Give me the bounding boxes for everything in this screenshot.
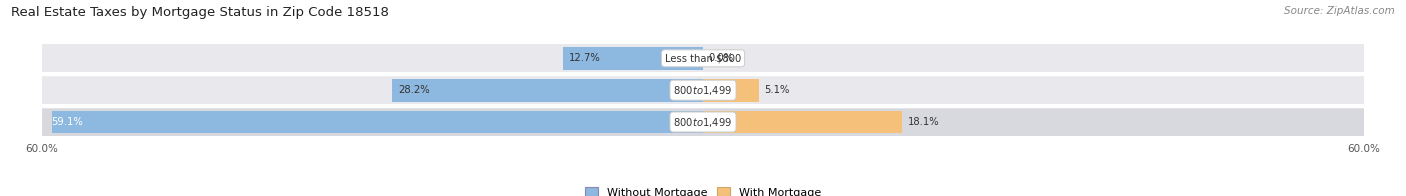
Bar	[42, 108, 1364, 136]
Text: $800 to $1,499: $800 to $1,499	[673, 84, 733, 97]
Text: 0.0%: 0.0%	[709, 53, 734, 63]
Bar	[564, 47, 703, 70]
Text: 28.2%: 28.2%	[398, 85, 430, 95]
Legend: Without Mortgage, With Mortgage: Without Mortgage, With Mortgage	[583, 186, 823, 196]
Text: Real Estate Taxes by Mortgage Status in Zip Code 18518: Real Estate Taxes by Mortgage Status in …	[11, 6, 389, 19]
Bar	[703, 79, 759, 102]
Text: Source: ZipAtlas.com: Source: ZipAtlas.com	[1284, 6, 1395, 16]
Text: 5.1%: 5.1%	[765, 85, 790, 95]
Bar	[703, 111, 903, 133]
Text: 12.7%: 12.7%	[568, 53, 600, 63]
Text: 59.1%: 59.1%	[51, 117, 83, 127]
Bar	[42, 76, 1364, 104]
Bar	[392, 79, 703, 102]
Text: 18.1%: 18.1%	[908, 117, 939, 127]
Text: Less than $800: Less than $800	[665, 53, 741, 63]
Bar	[42, 44, 1364, 72]
Bar	[52, 111, 703, 133]
Text: $800 to $1,499: $800 to $1,499	[673, 115, 733, 129]
